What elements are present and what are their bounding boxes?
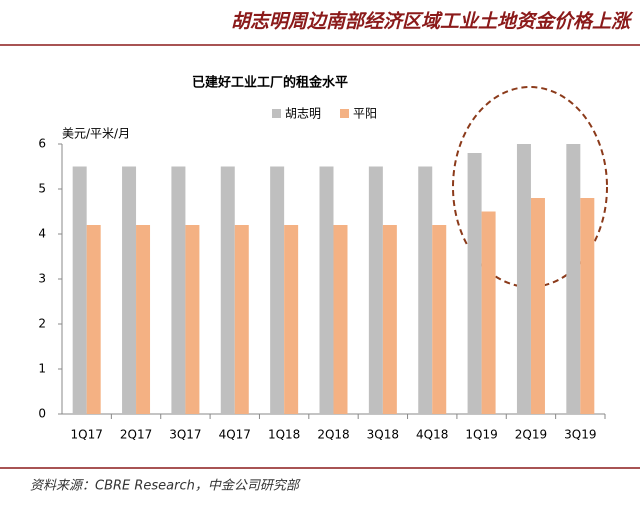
bar [136,225,151,414]
y-tick-label: 0 [38,407,46,421]
legend-label: 胡志明 [285,107,321,121]
x-tick-label: 2Q19 [515,428,547,442]
bar [467,153,482,414]
y-tick-label: 6 [38,137,46,151]
x-tick-label: 1Q19 [465,428,497,442]
x-tick-label: 3Q19 [564,428,596,442]
x-tick-label: 3Q17 [169,428,201,442]
source-note: 资料来源：CBRE Research，中金公司研究部 [30,478,301,494]
highlight-ellipse [452,86,608,288]
y-tick-label: 3 [38,272,46,286]
bar [516,144,531,414]
legend-swatch [340,109,349,118]
bar [284,225,299,414]
bar [481,211,496,414]
x-tick-label: 1Q17 [71,428,103,442]
bar [333,225,348,414]
x-tick-label: 4Q17 [219,428,251,442]
y-tick-label: 1 [38,362,46,376]
bar [566,144,581,414]
y-tick-label: 5 [38,182,46,196]
bar [86,225,101,414]
page-title: 胡志明周边南部经济区域工业土地资金价格上涨 [231,11,634,33]
y-tick-label: 4 [38,227,46,241]
bar [319,166,334,414]
bar [234,225,249,414]
chart-title: 已建好工业工厂的租金水平 [192,75,348,91]
x-tick-label: 2Q17 [120,428,152,442]
bar [122,166,137,414]
bar [220,166,235,414]
y-axis-label: 美元/平米/月 [62,127,130,141]
bar [382,225,397,414]
x-tick-label: 2Q18 [317,428,349,442]
x-tick-label: 3Q18 [367,428,399,442]
bar [185,225,200,414]
legend-label: 平阳 [353,107,377,121]
bar [432,225,447,414]
bar [418,166,433,414]
bar [171,166,186,414]
x-tick-label: 1Q18 [268,428,300,442]
legend-swatch [272,109,281,118]
bar [368,166,383,414]
bar [580,198,595,414]
bar [530,198,545,414]
bar [72,166,87,414]
y-tick-label: 2 [38,317,46,331]
bar [270,166,285,414]
x-tick-label: 4Q18 [416,428,448,442]
